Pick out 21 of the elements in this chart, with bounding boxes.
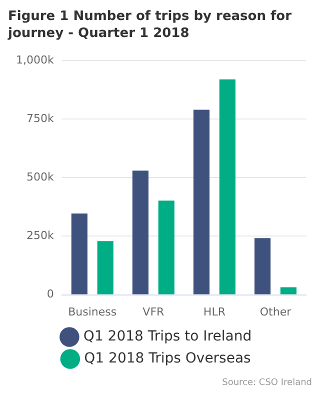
y-tick-label: 250k [26,229,54,242]
bar [193,110,210,294]
y-tick-label: 750k [26,112,54,126]
y-tick-label: 1,000k [16,53,54,66]
x-tick-label: VFR [142,305,165,318]
x-tick-label: Other [260,305,292,318]
bar [71,214,88,294]
bar [132,170,148,294]
bar [219,79,236,294]
chart-title: Figure 1 Number of trips by reason for journey - Quarter 1 2018 [8,8,292,42]
x-tick-label: Business [68,305,117,318]
legend-label: Q1 2018 Trips to Ireland [83,328,252,345]
y-tick-label: 0 [46,288,54,301]
legend-label: Q1 2018 Trips Overseas [84,350,251,367]
source-note: Source: CSO Ireland [221,378,312,388]
bar [254,238,271,294]
bar [280,287,296,294]
bar [158,200,174,294]
x-tick-label: HLR [203,305,226,318]
bar [97,241,114,294]
y-tick-label: 500k [26,170,54,184]
